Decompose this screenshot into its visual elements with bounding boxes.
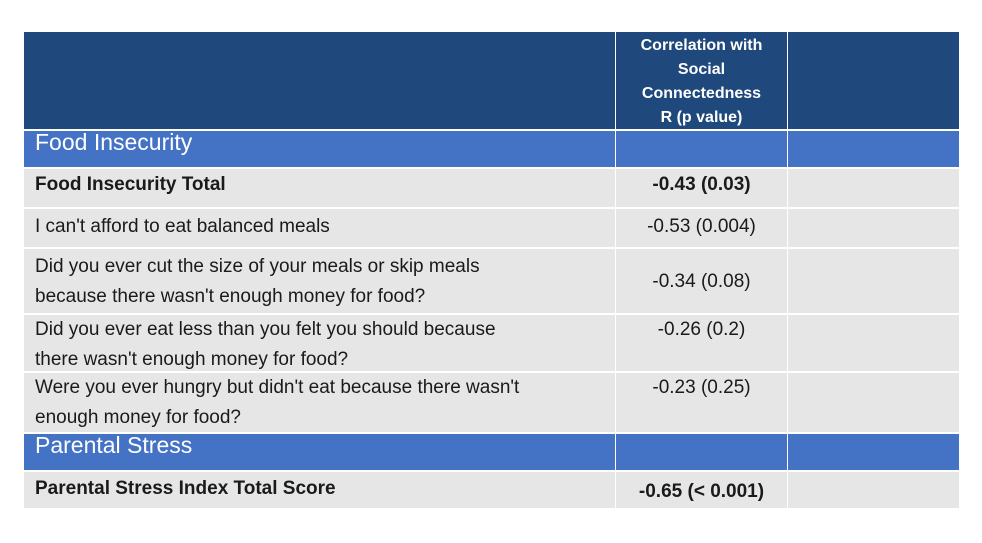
row-label-line-1: Were you ever hungry but didn't eat beca…: [35, 377, 520, 398]
header-line-3: Connectedness: [641, 85, 762, 102]
row-label: Food Insecurity Total: [35, 174, 226, 195]
table-row: Did you ever cut the size of your meals …: [24, 247, 959, 313]
table-row: Were you ever hungry but didn't eat beca…: [24, 371, 959, 432]
header-correlation-column: Correlation with Social Connectedness R …: [615, 32, 787, 129]
row-label-line-2: because there wasn't enough money for fo…: [35, 286, 426, 307]
row-value: -0.43 (0.03): [652, 174, 751, 195]
header-line-2: Social: [677, 61, 726, 78]
row-value: -0.34 (0.08): [652, 271, 751, 292]
section-title: Food Insecurity: [35, 129, 193, 155]
row-value: -0.23 (0.25): [652, 377, 751, 398]
table-row: Did you ever eat less than you felt you …: [24, 313, 959, 371]
row-label: I can't afford to eat balanced meals: [35, 216, 330, 237]
table-row: Parental Stress Index Total Score -0.65 …: [24, 470, 959, 508]
table-row: Food Insecurity Total -0.43 (0.03): [24, 167, 959, 207]
header-empty-column: [787, 32, 959, 129]
row-value: -0.65 (< 0.001): [638, 481, 765, 502]
row-value: -0.26 (0.2): [657, 319, 746, 340]
section-row-food-insecurity: Food Insecurity: [24, 129, 959, 167]
correlation-table: Correlation with Social Connectedness R …: [24, 32, 959, 508]
row-label-line-1: Did you ever eat less than you felt you …: [35, 319, 496, 340]
section-row-parental-stress: Parental Stress: [24, 432, 959, 470]
table-row: I can't afford to eat balanced meals -0.…: [24, 207, 959, 247]
row-label-line-2: there wasn't enough money for food?: [35, 349, 349, 370]
row-value: -0.53 (0.004): [647, 216, 756, 237]
row-label-line-2: enough money for food?: [35, 407, 241, 428]
header-item-column: [24, 32, 615, 129]
header-line-1: Correlation with: [640, 37, 763, 54]
row-label-line-1: Did you ever cut the size of your meals …: [35, 256, 480, 277]
header-line-4: R (p value): [660, 109, 743, 126]
section-title: Parental Stress: [35, 432, 193, 458]
table-header-row: Correlation with Social Connectedness R …: [24, 32, 959, 129]
row-label: Parental Stress Index Total Score: [35, 478, 336, 499]
